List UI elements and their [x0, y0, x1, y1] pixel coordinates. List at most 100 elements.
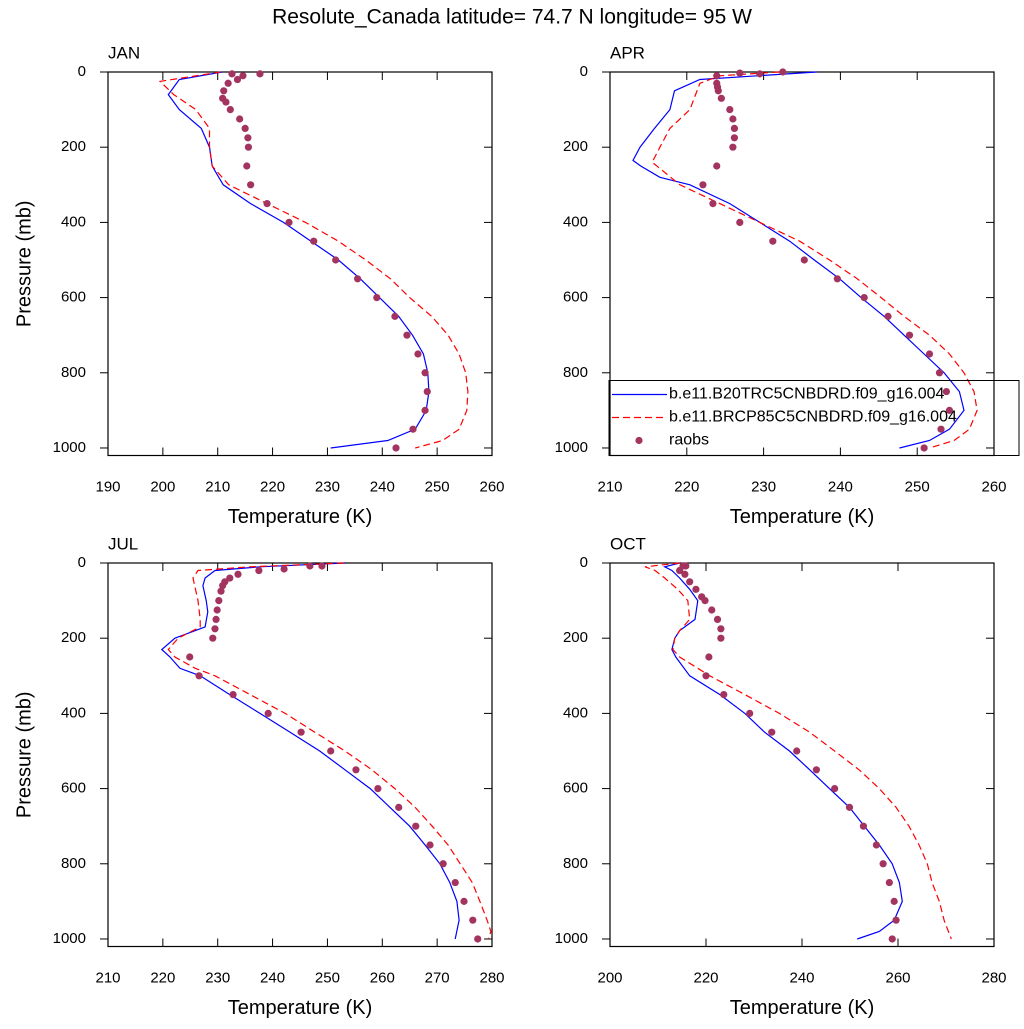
- y-tick-label: 1000: [555, 439, 588, 456]
- x-tick-label: 230: [751, 478, 776, 495]
- y-tick-label: 600: [61, 780, 86, 797]
- obs-point: [391, 312, 399, 320]
- x-tick-label: 250: [315, 969, 340, 986]
- obs-point: [726, 105, 734, 114]
- y-tick-label: 0: [580, 554, 588, 571]
- obs-point: [243, 162, 251, 170]
- obs-point: [226, 105, 234, 114]
- obs-point: [879, 860, 887, 868]
- obs-point: [800, 256, 808, 264]
- x-tick-label: 210: [597, 478, 622, 495]
- obs-point: [474, 935, 482, 943]
- obs-point: [285, 218, 293, 226]
- obs-point: [374, 784, 382, 793]
- obs-point: [423, 387, 431, 396]
- obs-point: [859, 822, 868, 830]
- obs-point: [942, 387, 950, 396]
- obs-point: [746, 709, 754, 717]
- obs-point: [701, 596, 709, 605]
- obs-point: [247, 181, 255, 189]
- y-axis-title: Pressure (mb): [13, 200, 35, 327]
- obs-point: [768, 728, 776, 736]
- obs-point: [831, 784, 839, 793]
- y-tick-label: 0: [78, 63, 86, 80]
- obs-point: [306, 562, 314, 570]
- y-tick-label: 200: [61, 138, 86, 155]
- obs-point: [730, 134, 739, 142]
- y-tick-label: 0: [78, 554, 86, 571]
- y-tick-label: 200: [563, 629, 588, 646]
- x-tick-label: 210: [205, 478, 230, 495]
- y-tick-label: 200: [563, 138, 588, 155]
- obs-point: [756, 70, 764, 78]
- obs-point: [769, 237, 777, 245]
- obs-point: [195, 672, 203, 680]
- y-axis-title: Pressure (mb): [13, 691, 35, 818]
- obs-point: [211, 625, 219, 633]
- obs-point: [945, 406, 954, 414]
- panel-label: JUL: [108, 534, 138, 553]
- obs-point: [280, 565, 288, 573]
- obs-point: [730, 124, 739, 132]
- obs-point: [297, 728, 305, 736]
- legend: b.e11.B20TRC5CNBDRD.f09_g16.004 b.e11.BRC…: [608, 380, 1020, 456]
- x-tick-label: 280: [981, 969, 1006, 986]
- obs-point: [905, 331, 914, 339]
- x-tick-label: 260: [479, 478, 504, 495]
- obs-point: [395, 803, 403, 811]
- obs-point: [224, 79, 232, 87]
- obs-point: [860, 293, 868, 302]
- obs-point: [409, 425, 417, 433]
- y-tick-label: 1000: [53, 930, 86, 947]
- panel: APR 210 220 230 240 250 260 0 200 400 600 800 1000 Te…: [555, 43, 1020, 528]
- y-tick-label: 600: [563, 289, 588, 306]
- obs-point: [708, 606, 716, 614]
- obs-point: [222, 98, 230, 106]
- obs-point: [186, 653, 194, 661]
- obs-point: [352, 766, 360, 774]
- obs-point: [373, 293, 381, 302]
- x-axis-title: Temperature (K): [730, 997, 875, 1019]
- plot-frame: [107, 71, 493, 457]
- y-tick-label: 0: [580, 63, 588, 80]
- obs-point: [256, 70, 264, 78]
- obs-point: [705, 653, 713, 661]
- obs-point: [833, 275, 841, 283]
- legend-label: b.e11.BRCP85C5CNBDRD.f09_g16.004: [669, 409, 957, 426]
- x-tick-label: 250: [425, 478, 450, 495]
- obs-point: [717, 94, 725, 102]
- obs-point: [220, 87, 228, 95]
- obs-point: [676, 566, 684, 575]
- x-tick-label: 200: [150, 478, 175, 495]
- chart-title: Resolute_Canada latitude= 74.7 N longitu…: [272, 6, 752, 29]
- x-tick-label: 190: [95, 478, 120, 495]
- panel: JUL 210 220 230 240 250 260 270 280 0 200 400 600 800…: [13, 534, 504, 1018]
- obs-point: [469, 916, 477, 924]
- obs-point: [884, 312, 892, 320]
- obs-point: [327, 747, 335, 755]
- obs-point: [212, 615, 220, 623]
- obs-point: [209, 634, 217, 642]
- obs-point: [717, 634, 725, 642]
- y-tick-label: 400: [563, 213, 588, 230]
- x-tick-label: 220: [693, 969, 718, 986]
- obs-point: [244, 143, 253, 151]
- obs-point: [812, 766, 821, 774]
- legend-box: [608, 380, 1020, 456]
- obs-point: [920, 444, 928, 452]
- obs-point: [702, 672, 710, 680]
- obs-point: [692, 585, 700, 593]
- obs-point: [793, 747, 801, 755]
- panel-label: APR: [610, 43, 645, 62]
- obs-point: [228, 70, 236, 78]
- obs-point: [892, 916, 900, 924]
- legend-label: raobs: [669, 432, 709, 449]
- obs-point: [217, 587, 225, 595]
- obs-point: [233, 75, 242, 84]
- obs-point: [720, 690, 728, 699]
- profile-line: [663, 562, 903, 940]
- x-tick-label: 200: [597, 969, 622, 986]
- x-tick-label: 260: [370, 969, 395, 986]
